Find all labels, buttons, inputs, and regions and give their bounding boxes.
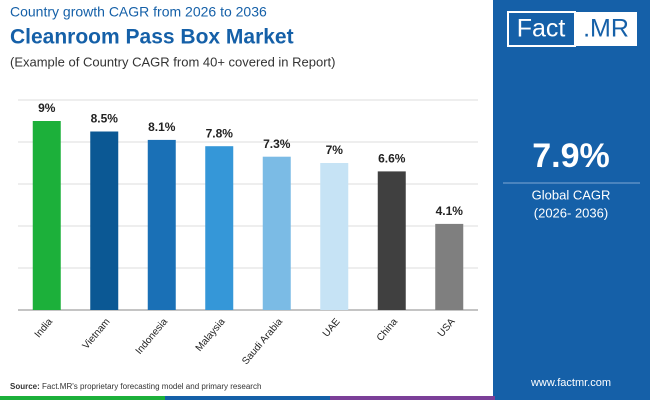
website: www.factmr.com xyxy=(530,377,611,389)
value-label: 8.1% xyxy=(148,120,176,134)
value-label: 9% xyxy=(38,101,56,115)
bar xyxy=(90,131,119,310)
logo-left: Fact xyxy=(517,15,566,43)
logo-right: .MR xyxy=(583,15,629,43)
stat-label: Global CAGR xyxy=(532,187,611,202)
bar xyxy=(205,146,234,310)
value-label: 4.1% xyxy=(436,204,464,218)
strip xyxy=(330,396,495,400)
value-label: 7.8% xyxy=(206,126,234,140)
heading: Country growth CAGR from 2026 to 2036 xyxy=(10,4,267,20)
value-label: 7.3% xyxy=(263,137,291,151)
value-label: 6.6% xyxy=(378,152,406,166)
chart-title: Cleanroom Pass Box Market xyxy=(10,26,294,49)
value-label: 8.5% xyxy=(91,112,119,126)
source: Fact.MR's proprietary forecasting model … xyxy=(42,382,261,391)
strip xyxy=(495,396,650,400)
bar xyxy=(32,121,61,310)
logo-box xyxy=(575,12,637,46)
stat-period: (2026- 2036) xyxy=(534,205,608,220)
bar xyxy=(377,171,406,310)
bar xyxy=(435,223,464,310)
bar xyxy=(320,163,349,310)
bar xyxy=(262,156,291,310)
stat: 7.9% xyxy=(532,137,610,175)
sidebar xyxy=(493,0,650,400)
strip xyxy=(0,396,165,400)
source-label: Source: xyxy=(10,382,40,391)
strip xyxy=(165,396,330,400)
bar xyxy=(147,139,176,310)
subtitle: (Example of Country CAGR from 40+ covere… xyxy=(10,54,336,69)
value-label: 7% xyxy=(326,143,344,157)
